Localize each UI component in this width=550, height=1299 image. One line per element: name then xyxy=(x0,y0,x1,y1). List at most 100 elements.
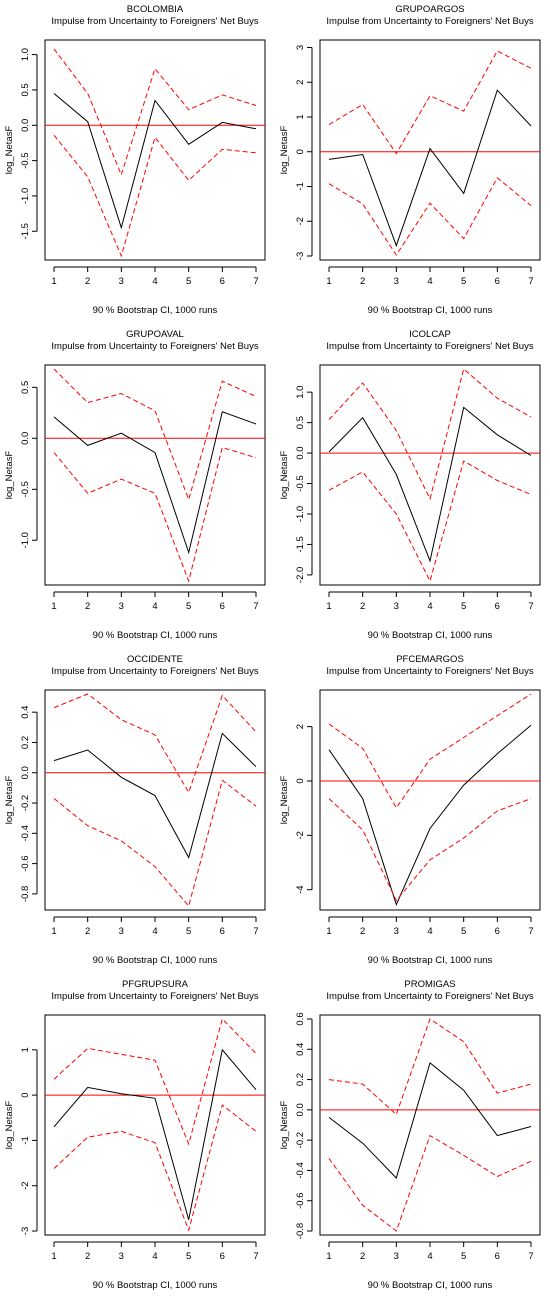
y-axis-title: log_NetasF xyxy=(4,126,15,175)
y-tick-label: 0.0 xyxy=(295,1103,306,1116)
y-tick-label: 0 xyxy=(295,149,306,154)
x-axis-title: 90 % Bootstrap CI, 1000 runs xyxy=(93,630,218,641)
y-tick-label: 0.0 xyxy=(20,432,31,445)
x-axis-title: 90 % Bootstrap CI, 1000 runs xyxy=(93,955,218,966)
x-tick-label: 1 xyxy=(51,1251,56,1262)
y-tick-label: -2 xyxy=(20,1181,31,1189)
x-tick-label: 4 xyxy=(152,276,157,287)
chart-title: PFGRUPSURA xyxy=(122,979,189,990)
x-tick-label: 2 xyxy=(360,601,365,612)
x-tick-label: 7 xyxy=(528,1251,533,1262)
plot-frame xyxy=(44,39,266,261)
y-axis-title: log_NetasF xyxy=(4,776,15,825)
y-tick-label: -1.5 xyxy=(20,223,31,239)
plot-frame xyxy=(44,1014,266,1236)
y-axis-title: log_NetasF xyxy=(4,1101,15,1150)
chart-subtitle: Impulse from Uncertainty to Foreigners' … xyxy=(51,666,258,677)
y-tick-label: -1.0 xyxy=(295,506,306,522)
x-tick-label: 4 xyxy=(427,276,432,287)
irf-panel: GRUPOAVAL Impulse from Uncertainty to For… xyxy=(0,325,275,649)
x-tick-label: 5 xyxy=(186,276,191,287)
x-tick-label: 2 xyxy=(360,1251,365,1262)
chart-subtitle: Impulse from Uncertainty to Foreigners' … xyxy=(326,16,533,27)
x-tick-label: 5 xyxy=(186,601,191,612)
y-axis-title: log_NetasF xyxy=(279,451,290,500)
irf-response-line xyxy=(328,724,532,907)
y-tick-label: 0 xyxy=(295,778,306,783)
chart-subtitle: Impulse from Uncertainty to Foreigners' … xyxy=(51,991,258,1002)
x-axis-title: 90 % Bootstrap CI, 1000 runs xyxy=(368,955,493,966)
y-tick-label: -0.4 xyxy=(295,1162,306,1178)
y-tick-label: -0.4 xyxy=(20,825,31,841)
x-tick-label: 7 xyxy=(528,926,533,937)
x-tick-label: 2 xyxy=(360,926,365,937)
chart-title: OCCIDENTE xyxy=(127,654,183,665)
x-tick-label: 6 xyxy=(220,276,225,287)
x-tick-label: 3 xyxy=(119,601,124,612)
y-tick-label: -4 xyxy=(295,885,306,893)
plot-frame xyxy=(44,689,266,911)
chart-title: GRUPOAVAL xyxy=(126,329,184,340)
x-tick-label: 1 xyxy=(51,926,56,937)
x-tick-label: 3 xyxy=(394,1251,399,1262)
x-tick-label: 1 xyxy=(51,276,56,287)
x-tick-label: 6 xyxy=(495,276,500,287)
plot-frame xyxy=(319,364,541,586)
irf-lower-ci-line xyxy=(328,177,532,256)
irf-panel: GRUPOARGOS Impulse from Uncertainty to Fo… xyxy=(275,0,550,324)
irf-upper-ci-line xyxy=(328,1018,532,1116)
y-tick-label: -0.6 xyxy=(20,855,31,871)
chart-subtitle: Impulse from Uncertainty to Foreigners' … xyxy=(326,991,533,1002)
x-tick-label: 2 xyxy=(85,601,90,612)
x-tick-label: 5 xyxy=(186,926,191,937)
y-tick-label: 0.5 xyxy=(20,381,31,394)
y-tick-label: -1 xyxy=(20,1136,31,1144)
chart-subtitle: Impulse from Uncertainty to Foreigners' … xyxy=(326,666,533,677)
y-tick-label: -0.5 xyxy=(20,152,31,168)
y-tick-label: 3 xyxy=(295,45,306,50)
y-axis-title: log_NetasF xyxy=(4,451,15,500)
irf-upper-ci-line xyxy=(328,693,532,809)
x-axis-title: 90 % Bootstrap CI, 1000 runs xyxy=(93,305,218,316)
chart-title: PFCEMARGOS xyxy=(396,654,464,665)
x-tick-label: 6 xyxy=(220,1251,225,1262)
x-tick-label: 3 xyxy=(119,276,124,287)
irf-upper-ci-line xyxy=(328,50,532,155)
irf-response-line xyxy=(328,1062,532,1179)
y-tick-label: -2 xyxy=(295,831,306,839)
irf-lower-ci-line xyxy=(328,798,532,902)
y-tick-label: -2 xyxy=(295,217,306,225)
y-tick-label: 0.5 xyxy=(20,83,31,96)
irf-response-line xyxy=(328,406,532,563)
x-axis-title: 90 % Bootstrap CI, 1000 runs xyxy=(368,1280,493,1291)
y-tick-label: 0.0 xyxy=(20,119,31,132)
x-tick-label: 4 xyxy=(152,601,157,612)
x-tick-label: 7 xyxy=(253,926,258,937)
x-tick-label: 7 xyxy=(528,276,533,287)
y-tick-label: 0 xyxy=(20,1092,31,1097)
chart-title: PROMIGAS xyxy=(404,979,455,990)
x-tick-label: 5 xyxy=(461,926,466,937)
irf-response-line xyxy=(328,89,532,248)
y-tick-label: 0.2 xyxy=(295,1073,306,1086)
irf-upper-ci-line xyxy=(53,693,257,794)
y-tick-label: 2 xyxy=(295,724,306,729)
chart-title: BCOLOMBIA xyxy=(127,4,184,15)
y-axis-title: log_NetasF xyxy=(279,776,290,825)
x-axis-title: 90 % Bootstrap CI, 1000 runs xyxy=(368,305,493,316)
chart-subtitle: Impulse from Uncertainty to Foreigners' … xyxy=(326,341,533,352)
x-tick-label: 7 xyxy=(528,601,533,612)
x-tick-label: 7 xyxy=(253,276,258,287)
y-tick-label: -1 xyxy=(295,182,306,190)
plot-frame xyxy=(44,364,266,586)
y-tick-label: 0.0 xyxy=(20,766,31,779)
irf-lower-ci-line xyxy=(328,460,532,583)
y-tick-label: -2.0 xyxy=(295,567,306,583)
irf-lower-ci-line xyxy=(53,1104,257,1232)
x-tick-label: 6 xyxy=(495,1251,500,1262)
irf-lower-ci-line xyxy=(328,1134,532,1232)
y-tick-label: -1.0 xyxy=(20,532,31,548)
